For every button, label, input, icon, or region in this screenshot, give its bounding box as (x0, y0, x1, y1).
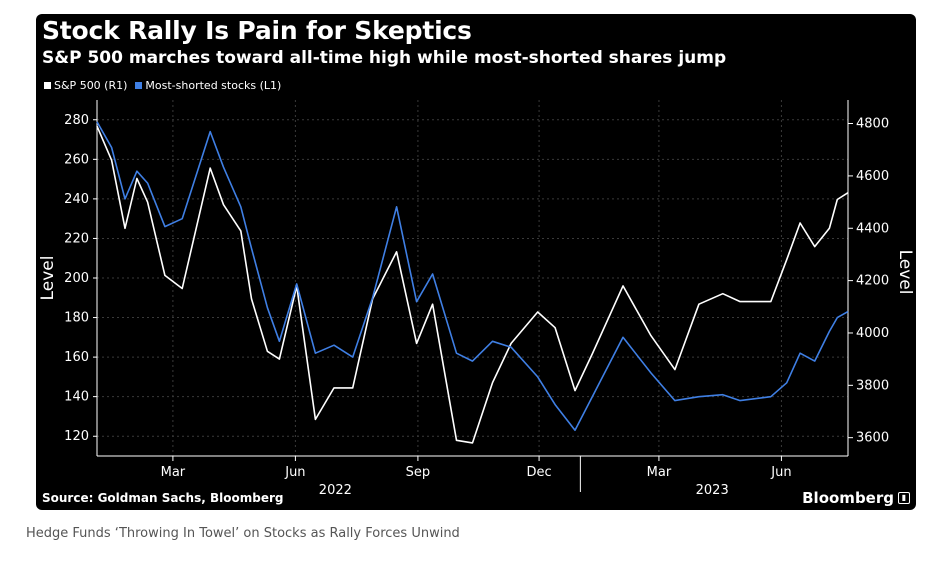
legend-item-sp500: S&P 500 (R1) (44, 79, 127, 92)
legend-label-most-shorted: Most-shorted stocks (L1) (145, 79, 282, 92)
right-tick-label: 4200 (856, 274, 889, 289)
image-caption: Hedge Funds ‘Throwing In Towel’ on Stock… (26, 526, 460, 541)
left-tick-label: 160 (64, 350, 89, 365)
x-tick-label: Mar (647, 465, 672, 480)
x-tick-label: Sep (406, 465, 431, 480)
x-tick-label: Dec (526, 465, 551, 480)
right-tick-label: 4000 (856, 326, 889, 341)
legend-item-most-shorted: Most-shorted stocks (L1) (135, 79, 281, 92)
right-tick-label: 3600 (856, 431, 889, 446)
legend-label-sp500: S&P 500 (R1) (54, 79, 128, 92)
left-tick-label: 280 (64, 113, 89, 128)
left-tick-label: 200 (64, 271, 89, 286)
x-tick-label: Jun (770, 465, 791, 480)
x-tick-label: Mar (161, 465, 186, 480)
chart-legend: S&P 500 (R1) Most-shorted stocks (L1) (44, 79, 289, 92)
year-label: 2022 (319, 483, 352, 498)
left-tick-label: 220 (64, 231, 89, 246)
legend-swatch-sp500 (44, 82, 51, 89)
bloomberg-logo: Bloomberg ▮ (802, 489, 910, 507)
x-tick-label: Jun (284, 465, 305, 480)
left-tick-label: 140 (64, 390, 89, 405)
legend-swatch-most-shorted (135, 82, 143, 89)
chart-title: Stock Rally Is Pain for Skeptics (42, 16, 472, 45)
right-tick-label: 4600 (856, 169, 889, 184)
chart-source: Source: Goldman Sachs, Bloomberg (42, 491, 284, 505)
left-tick-label: 240 (64, 192, 89, 207)
year-label: 2023 (696, 483, 729, 498)
left-tick-label: 180 (64, 311, 89, 326)
left-axis-label: Level (38, 256, 58, 301)
left-tick-label: 260 (64, 152, 89, 167)
chart-subtitle: S&P 500 marches toward all-time high whi… (42, 48, 727, 68)
series-line-sp500 (96, 125, 849, 444)
line-chart: 120 140 160 180 200 220 240 260 280 3600 3800 4000 4… (38, 100, 915, 498)
right-axis-label: Level (895, 250, 915, 295)
right-tick-label: 4400 (856, 221, 889, 236)
brand-name: Bloomberg (802, 489, 894, 507)
chart-icon: ▮ (898, 492, 910, 504)
chart-card: Stock Rally Is Pain for Skeptics S&P 500… (36, 14, 916, 510)
series-line-most-shorted (96, 121, 849, 432)
left-tick-label: 120 (64, 429, 89, 444)
right-tick-label: 3800 (856, 378, 889, 393)
right-tick-label: 4800 (856, 117, 889, 132)
